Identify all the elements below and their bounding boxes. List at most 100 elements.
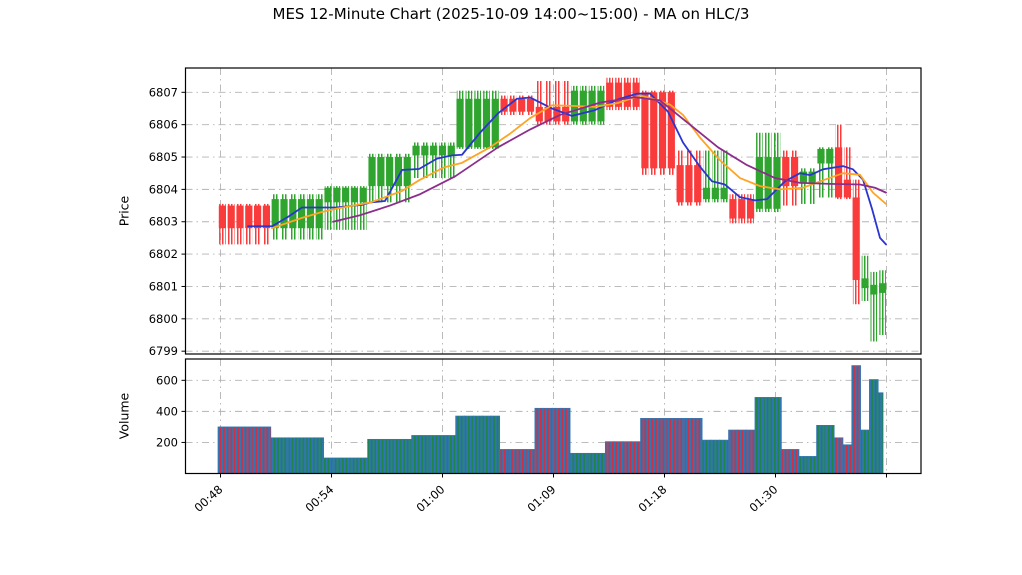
candle-body — [500, 98, 508, 112]
candle-body — [817, 148, 825, 164]
volume-bar — [692, 418, 703, 474]
candle-wick — [439, 142, 446, 179]
volume-bar — [516, 449, 527, 474]
candle-body — [729, 199, 737, 219]
volume-bar — [305, 437, 316, 474]
candle-body — [456, 98, 464, 148]
candle-body — [667, 92, 675, 169]
candle-body — [447, 145, 455, 156]
candle-body — [342, 187, 350, 203]
candle-body — [236, 205, 244, 229]
volume-bar — [622, 441, 633, 474]
candle-wick — [870, 271, 878, 342]
price-tick-label: 6805 — [149, 150, 178, 164]
price-tick-label: 6799 — [149, 344, 178, 358]
volume-bar — [270, 437, 280, 474]
candle-wick — [553, 80, 561, 125]
candle-wick — [703, 150, 710, 203]
candle-body — [271, 199, 279, 229]
x-tick-label: 01:18 — [635, 482, 669, 515]
volume-bar — [781, 449, 791, 474]
volume-bar — [851, 365, 861, 474]
volume-bar — [613, 441, 624, 474]
volume-bar — [217, 426, 228, 474]
candle-body — [359, 187, 367, 203]
volume-bar — [640, 418, 650, 474]
volume-bar — [508, 449, 518, 474]
candle-body — [544, 106, 552, 122]
volume-bar — [332, 457, 342, 474]
volume-bar — [464, 415, 474, 474]
candle-body — [790, 157, 799, 187]
candle-body — [535, 106, 543, 122]
volume-bar — [411, 435, 421, 474]
volume-bar — [244, 426, 254, 474]
candle-body — [350, 187, 359, 203]
candle-wick — [712, 150, 719, 203]
volume-bar — [367, 438, 377, 474]
volume-bar — [684, 418, 694, 474]
volume-bar — [578, 452, 589, 474]
gridlines — [185, 68, 921, 474]
volume-bar — [376, 438, 386, 474]
candle-body — [245, 205, 253, 229]
volume-bar — [666, 418, 677, 474]
volume-bar — [499, 449, 509, 474]
volume-bar — [657, 418, 668, 474]
candle-body — [879, 283, 887, 293]
candle-body — [377, 157, 385, 187]
volume-bar — [323, 457, 333, 474]
candle-body — [843, 179, 851, 198]
candle-body — [518, 98, 526, 112]
candle-body — [861, 278, 869, 289]
candle-body — [553, 106, 561, 122]
volume-bar — [877, 392, 884, 474]
candle-wick — [562, 80, 569, 125]
candle-body — [333, 187, 341, 203]
candle-body — [658, 92, 667, 169]
candle-body — [412, 145, 420, 156]
candle-body — [368, 157, 376, 187]
price-tick-label: 6801 — [149, 279, 178, 293]
candle-body — [870, 284, 878, 295]
volume-bar — [437, 435, 448, 474]
volume-bar — [842, 444, 853, 474]
candle-wick — [808, 168, 816, 204]
volume-bar — [860, 429, 870, 474]
volume-bar — [552, 407, 562, 474]
x-tick-label: 01:30 — [746, 482, 780, 515]
candle-wick — [412, 142, 420, 179]
volume-bar — [737, 429, 747, 474]
candle-body — [623, 82, 631, 107]
candle-body — [403, 157, 411, 187]
candle-body — [685, 165, 693, 203]
volume-bar — [314, 437, 324, 474]
volume-bar — [446, 435, 457, 474]
candle-body — [606, 82, 614, 107]
volume-tick-label: 600 — [156, 373, 178, 387]
candle-body — [465, 98, 473, 148]
volume-bar — [710, 439, 721, 474]
candle-body — [394, 157, 403, 187]
volume-bar — [798, 456, 809, 474]
tick-marks — [181, 91, 887, 478]
volume-bar — [560, 407, 571, 474]
candle-wick — [720, 150, 728, 203]
candle-body — [826, 148, 834, 164]
candle-body — [298, 199, 306, 229]
ma-fast-line — [247, 92, 887, 246]
volume-bar — [340, 457, 351, 474]
volume-bar — [745, 429, 756, 474]
volume-bar — [604, 441, 615, 474]
volume-tick-label: 400 — [156, 404, 178, 418]
price-axis-label: Price — [116, 195, 132, 227]
volume-bar — [296, 437, 307, 474]
candle-body — [773, 157, 781, 209]
volume-bar — [490, 415, 501, 474]
price-tick-label: 6806 — [149, 118, 178, 132]
price-tick-label: 6800 — [149, 312, 178, 326]
chart-title: MES 12-Minute Chart (2025-10-09 14:00~15… — [272, 5, 750, 23]
volume-bar — [816, 425, 826, 474]
